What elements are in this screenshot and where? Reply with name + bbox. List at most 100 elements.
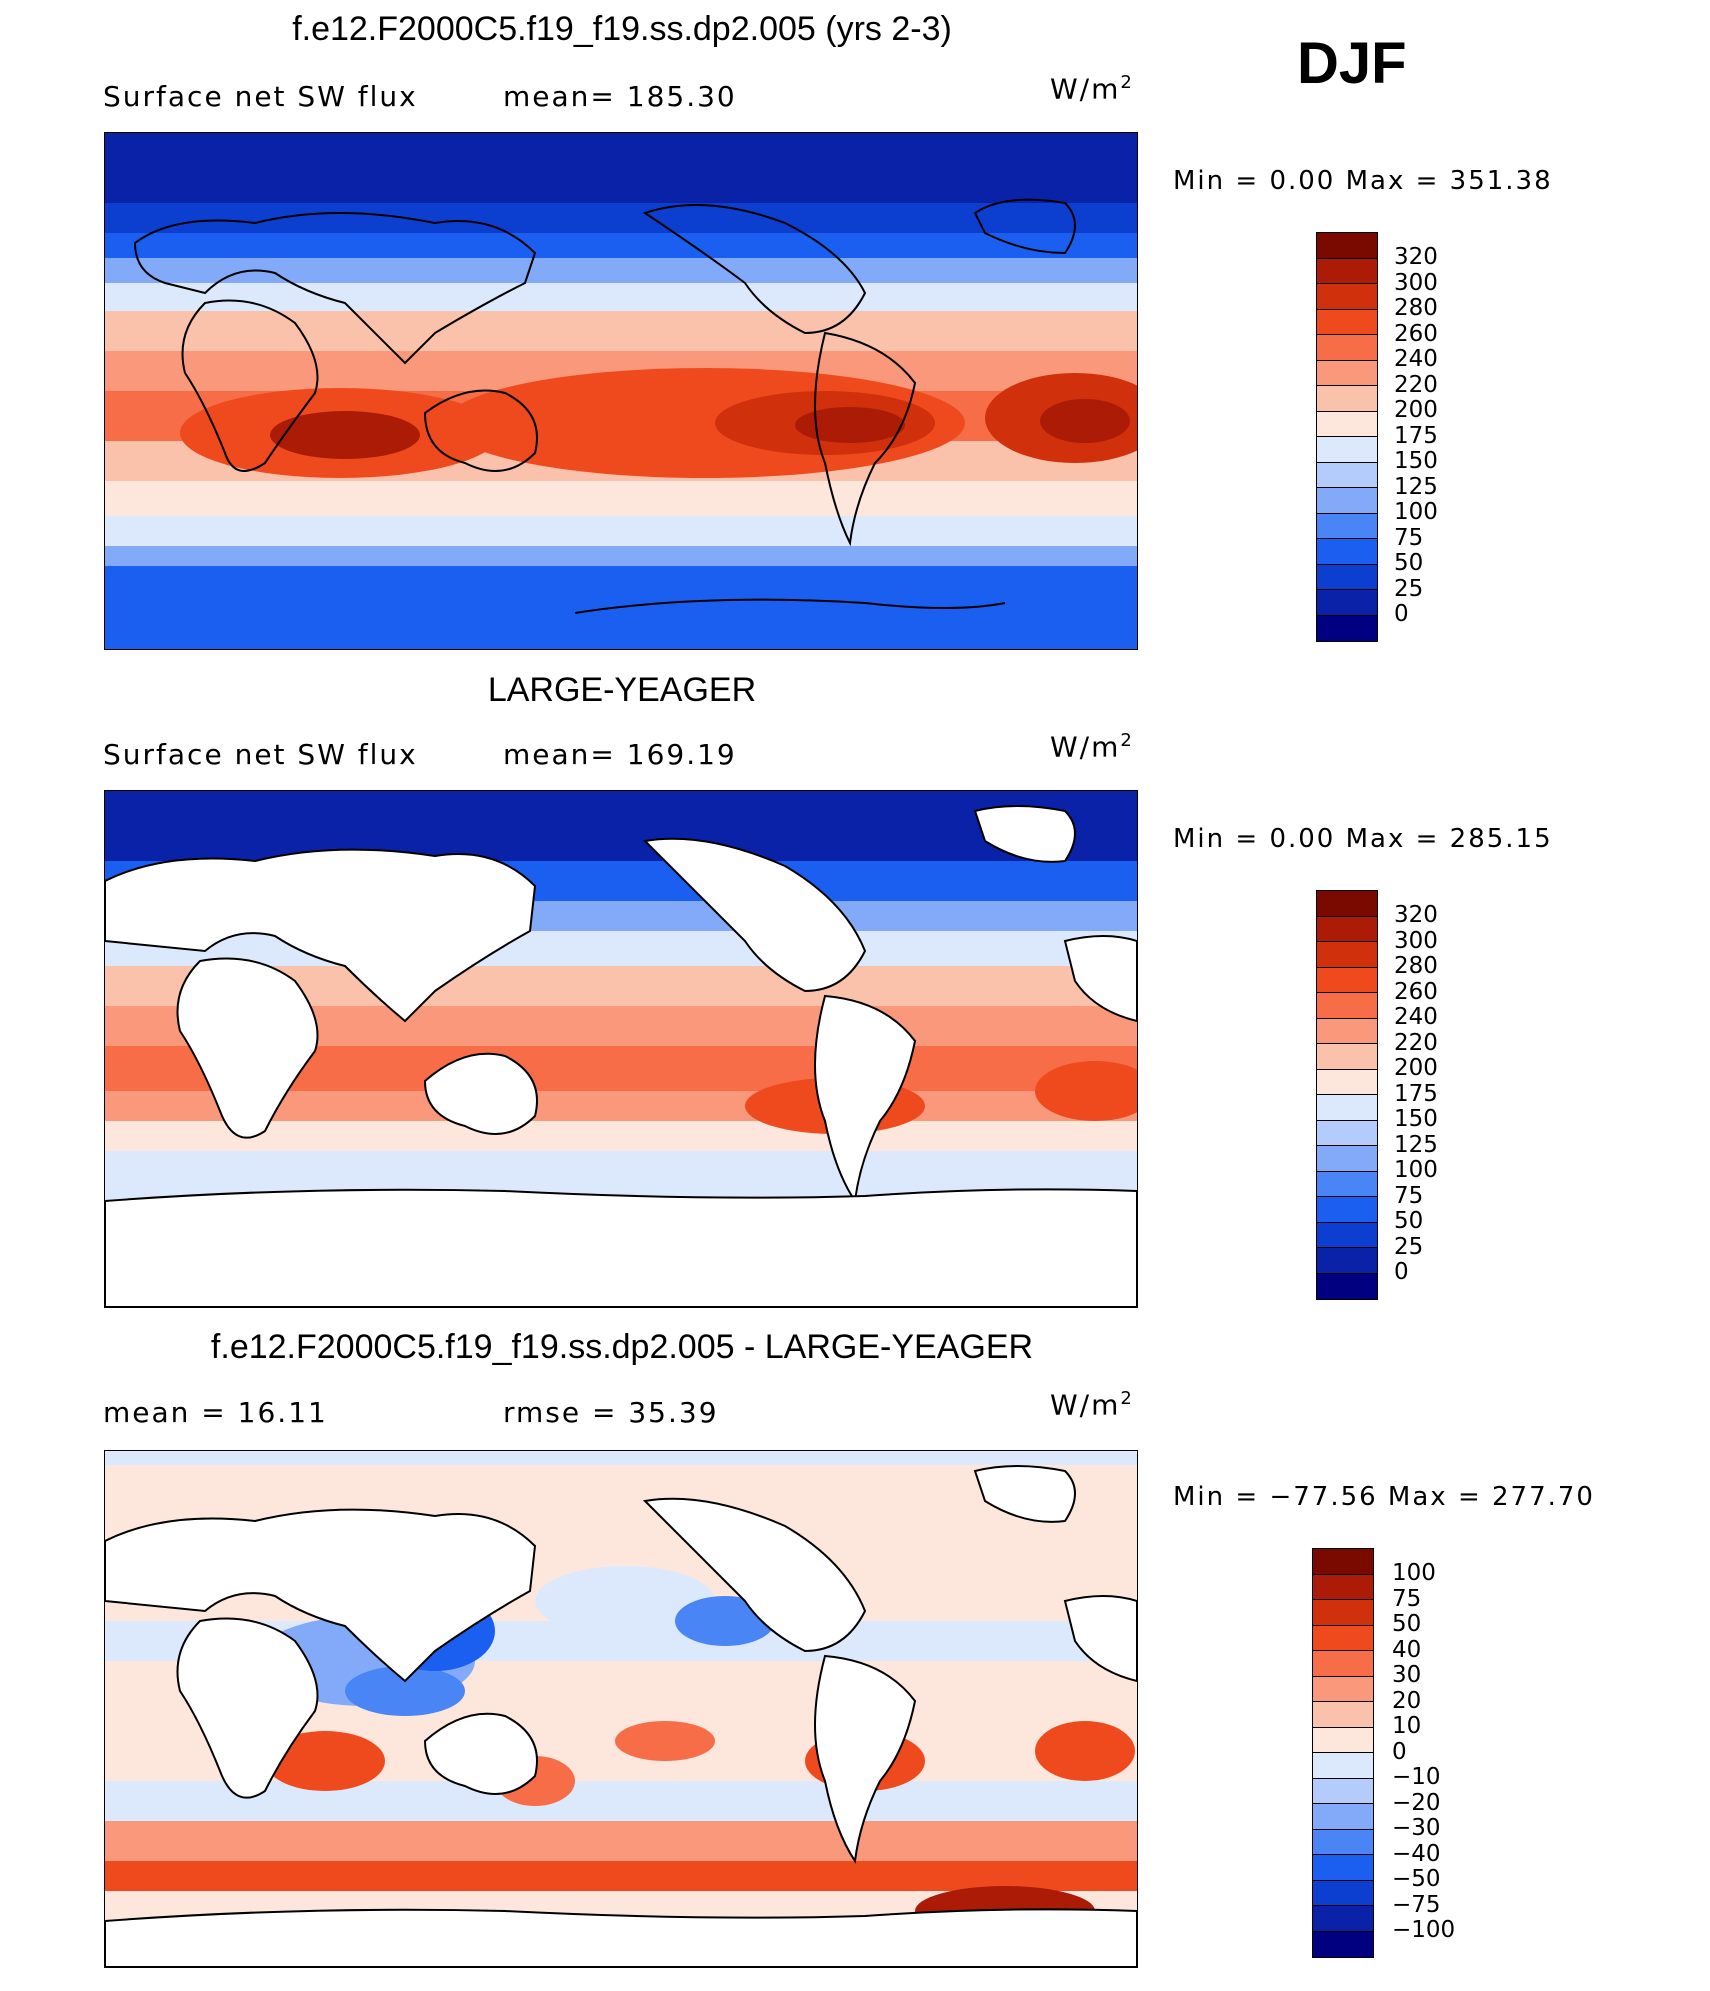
colorbar-box xyxy=(1317,916,1377,942)
colorbar-tick-label: 150 xyxy=(1394,1106,1438,1132)
colorbar-box xyxy=(1313,1625,1373,1651)
colorbar-box xyxy=(1317,590,1377,616)
colorbar-box xyxy=(1317,1222,1377,1248)
panel2-field xyxy=(105,791,1137,1307)
colorbar-tick-label: 175 xyxy=(1394,1080,1438,1107)
colorbar-box xyxy=(1317,993,1377,1019)
panel3-minmax: Min = −77.56 Max = 277.70 xyxy=(1173,1482,1595,1512)
colorbar-box xyxy=(1313,1549,1373,1575)
colorbar-tick-label: 240 xyxy=(1394,346,1438,372)
colorbar-box xyxy=(1313,1727,1373,1753)
colorbar-box xyxy=(1317,513,1377,539)
colorbar-tick-label: 280 xyxy=(1394,953,1438,979)
panel3-field xyxy=(105,1451,1137,1967)
colorbar-tick-label: 20 xyxy=(1392,1687,1422,1714)
colorbar-box xyxy=(1317,309,1377,335)
panel2-minmax: Min = 0.00 Max = 285.15 xyxy=(1173,824,1553,854)
colorbar-box xyxy=(1317,1248,1377,1274)
colorbar-tick-label: 260 xyxy=(1394,978,1438,1005)
panel1-map xyxy=(104,132,1138,650)
panel3-map xyxy=(104,1450,1138,1968)
colorbar-box xyxy=(1313,1574,1373,1600)
colorbar-box xyxy=(1317,1171,1377,1197)
panel2-variable: Surface net SW flux xyxy=(103,738,418,771)
panel3-title: f.e12.F2000C5.f19_f19.ss.dp2.005 - LARGE… xyxy=(210,1328,1034,1366)
colorbar-tick-label: 100 xyxy=(1392,1560,1436,1586)
colorbar-box xyxy=(1317,437,1377,463)
colorbar-tick-label: 10 xyxy=(1392,1713,1422,1739)
panel2-map xyxy=(104,790,1138,1308)
colorbar-tick-label: 25 xyxy=(1394,1233,1424,1260)
colorbar-tick-label: 0 xyxy=(1394,1259,1409,1285)
colorbar-tick-label: 220 xyxy=(1394,1029,1438,1056)
colorbar-box xyxy=(1313,1829,1373,1855)
colorbar-box xyxy=(1317,284,1377,310)
colorbar-tick-label: 300 xyxy=(1394,927,1438,954)
colorbar-tick-label: −30 xyxy=(1392,1815,1441,1841)
units-base: W/m xyxy=(1050,72,1121,106)
colorbar-tick-label: 100 xyxy=(1394,499,1438,525)
panel1-colorbar xyxy=(1316,232,1378,642)
colorbar-tick-label: 25 xyxy=(1394,575,1424,602)
colorbar-tick-label: 280 xyxy=(1394,295,1438,321)
units-exp: 2 xyxy=(1120,730,1134,751)
panel3-units: W/m2 xyxy=(1050,1388,1134,1421)
colorbar-box xyxy=(1313,1651,1373,1677)
colorbar-tick-label: −50 xyxy=(1392,1866,1441,1892)
colorbar-tick-label: −100 xyxy=(1392,1917,1456,1943)
colorbar-box xyxy=(1317,967,1377,993)
colorbar-tick-label: 200 xyxy=(1394,1055,1438,1081)
panel3-colorbar xyxy=(1312,1548,1374,1958)
colorbar-box xyxy=(1317,411,1377,437)
colorbar-tick-label: 0 xyxy=(1394,601,1409,627)
colorbar-box xyxy=(1317,615,1377,641)
units-base: W/m xyxy=(1050,1388,1121,1422)
colorbar-box xyxy=(1317,488,1377,514)
season-label: DJF xyxy=(1297,31,1407,96)
colorbar-box xyxy=(1317,233,1377,259)
colorbar-box xyxy=(1317,462,1377,488)
colorbar-tick-label: 125 xyxy=(1394,473,1438,500)
colorbar-tick-label: 30 xyxy=(1392,1662,1422,1688)
colorbar-box xyxy=(1317,539,1377,565)
colorbar-tick-label: 175 xyxy=(1394,422,1438,449)
panel2-title: LARGE-YEAGER xyxy=(487,671,757,709)
colorbar-tick-label: 220 xyxy=(1394,371,1438,398)
colorbar-box xyxy=(1317,1146,1377,1172)
panel1-units: W/m2 xyxy=(1050,72,1134,105)
colorbar-tick-label: −20 xyxy=(1392,1789,1441,1816)
panel1-field xyxy=(105,133,1137,649)
colorbar-box xyxy=(1313,1906,1373,1932)
colorbar-tick-label: −75 xyxy=(1392,1891,1441,1918)
colorbar-box xyxy=(1317,360,1377,386)
colorbar-tick-label: 150 xyxy=(1394,448,1438,474)
colorbar-box xyxy=(1317,564,1377,590)
colorbar-tick-label: 240 xyxy=(1394,1004,1438,1030)
colorbar-box xyxy=(1317,1069,1377,1095)
colorbar-box xyxy=(1313,1600,1373,1626)
panel1-title: f.e12.F2000C5.f19_f19.ss.dp2.005 (yrs 2-… xyxy=(292,10,952,48)
colorbar-box xyxy=(1317,1273,1377,1299)
colorbar-box xyxy=(1317,891,1377,917)
colorbar-tick-label: 75 xyxy=(1392,1585,1422,1612)
colorbar-box xyxy=(1313,1702,1373,1728)
colorbar-tick-label: 320 xyxy=(1394,902,1438,928)
panel2-colorbar-ticks: 320 300 280 260 240 220 200 175 150 125 100 75 50 25 0 xyxy=(1394,902,1474,1285)
colorbar-tick-label: 50 xyxy=(1392,1611,1422,1637)
units-base: W/m xyxy=(1050,730,1121,764)
panel1-variable: Surface net SW flux xyxy=(103,80,418,113)
panel3-mean: mean = 16.11 xyxy=(103,1396,328,1429)
colorbar-tick-label: 50 xyxy=(1394,550,1424,576)
colorbar-box xyxy=(1313,1778,1373,1804)
colorbar-box xyxy=(1317,1197,1377,1223)
colorbar-tick-label: 320 xyxy=(1394,244,1438,270)
colorbar-tick-label: 75 xyxy=(1394,1182,1424,1209)
colorbar-box xyxy=(1313,1753,1373,1779)
colorbar-box xyxy=(1317,942,1377,968)
colorbar-tick-label: 125 xyxy=(1394,1131,1438,1158)
colorbar-tick-label: 300 xyxy=(1394,269,1438,296)
colorbar-box xyxy=(1317,335,1377,361)
colorbar-box xyxy=(1317,1044,1377,1070)
colorbar-box xyxy=(1313,1855,1373,1881)
colorbar-tick-label: 40 xyxy=(1392,1636,1422,1663)
